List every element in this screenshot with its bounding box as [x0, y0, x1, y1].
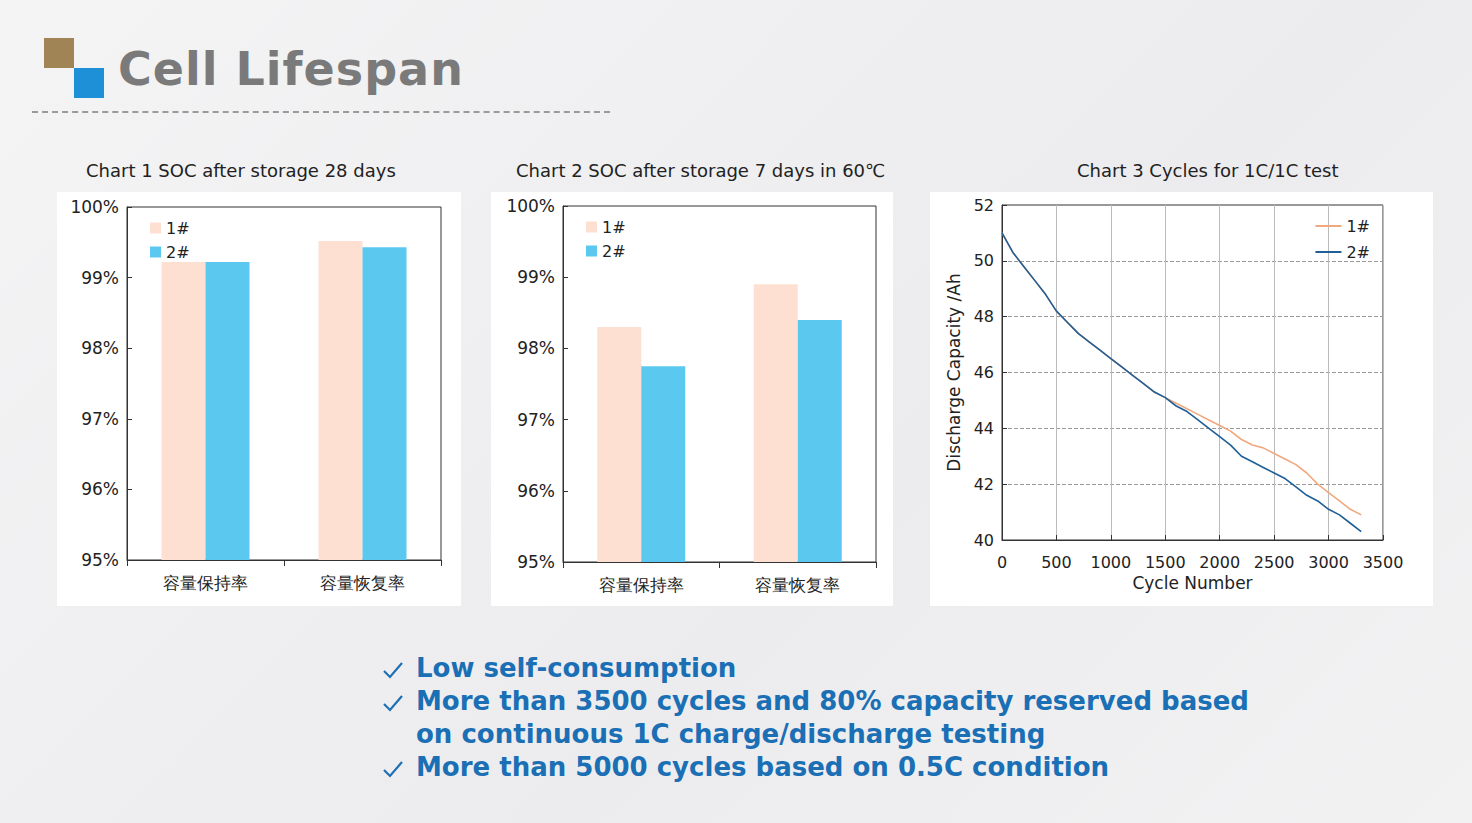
svg-text:2000: 2000 — [1199, 553, 1240, 572]
svg-text:95%: 95% — [81, 550, 119, 570]
html-text:Chart 1 SOC after storage 28 d: Chart 1 SOC after storage 28 days — [86, 160, 396, 181]
svg-text:3000: 3000 — [1308, 553, 1349, 572]
svg-text:100%: 100% — [506, 196, 555, 216]
svg-text:50: 50 — [974, 251, 994, 270]
svg-text:40: 40 — [974, 531, 994, 550]
svg-text:2#: 2# — [1346, 243, 1370, 262]
svg-text:容量恢复率: 容量恢复率 — [320, 573, 405, 593]
svg-text:0: 0 — [997, 553, 1007, 572]
svg-text:500: 500 — [1041, 553, 1072, 572]
svg-text:95%: 95% — [517, 552, 555, 572]
html-text:More than 3500 cycles and 80%: More than 3500 cycles and 80% capacity r… — [416, 686, 1249, 749]
svg-text:48: 48 — [974, 307, 994, 326]
svg-text:容量保持率: 容量保持率 — [599, 575, 684, 595]
svg-text:98%: 98% — [81, 338, 119, 358]
svg-text:2#: 2# — [166, 243, 190, 262]
svg-text:Discharge Capacity /Ah: Discharge Capacity /Ah — [944, 273, 964, 471]
html-text:Cell Lifespan: Cell Lifespan — [118, 42, 464, 96]
html-text:Low self-consumption: Low self-consumption — [416, 653, 737, 683]
html-text:Chart 2 SOC after storage 7 da: Chart 2 SOC after storage 7 days in 60℃ — [516, 160, 886, 181]
svg-text:1#: 1# — [1346, 217, 1370, 236]
svg-text:3500: 3500 — [1363, 553, 1404, 572]
svg-text:1#: 1# — [166, 219, 190, 238]
svg-text:44: 44 — [974, 419, 994, 438]
svg-text:99%: 99% — [81, 268, 119, 288]
svg-text:46: 46 — [974, 363, 994, 382]
svg-text:1000: 1000 — [1090, 553, 1131, 572]
svg-text:42: 42 — [974, 475, 994, 494]
svg-text:97%: 97% — [517, 410, 555, 430]
svg-text:容量保持率: 容量保持率 — [163, 573, 248, 593]
svg-text:98%: 98% — [517, 338, 555, 358]
svg-text:100%: 100% — [70, 197, 119, 217]
svg-text:97%: 97% — [81, 409, 119, 429]
html-text:More than 5000 cycles based on: More than 5000 cycles based on 0.5C cond… — [416, 752, 1110, 782]
svg-text:1500: 1500 — [1145, 553, 1186, 572]
svg-text:容量恢复率: 容量恢复率 — [755, 575, 840, 595]
svg-text:Cycle Number: Cycle Number — [1132, 573, 1252, 593]
svg-text:96%: 96% — [81, 479, 119, 499]
svg-text:2#: 2# — [602, 242, 626, 261]
svg-text:1#: 1# — [602, 218, 626, 237]
svg-text:96%: 96% — [517, 481, 555, 501]
svg-text:52: 52 — [974, 196, 994, 215]
html-text:Chart 3 Cycles for 1C/1C test: Chart 3 Cycles for 1C/1C test — [1077, 160, 1339, 181]
svg-text:2500: 2500 — [1254, 553, 1295, 572]
svg-text:99%: 99% — [517, 267, 555, 287]
